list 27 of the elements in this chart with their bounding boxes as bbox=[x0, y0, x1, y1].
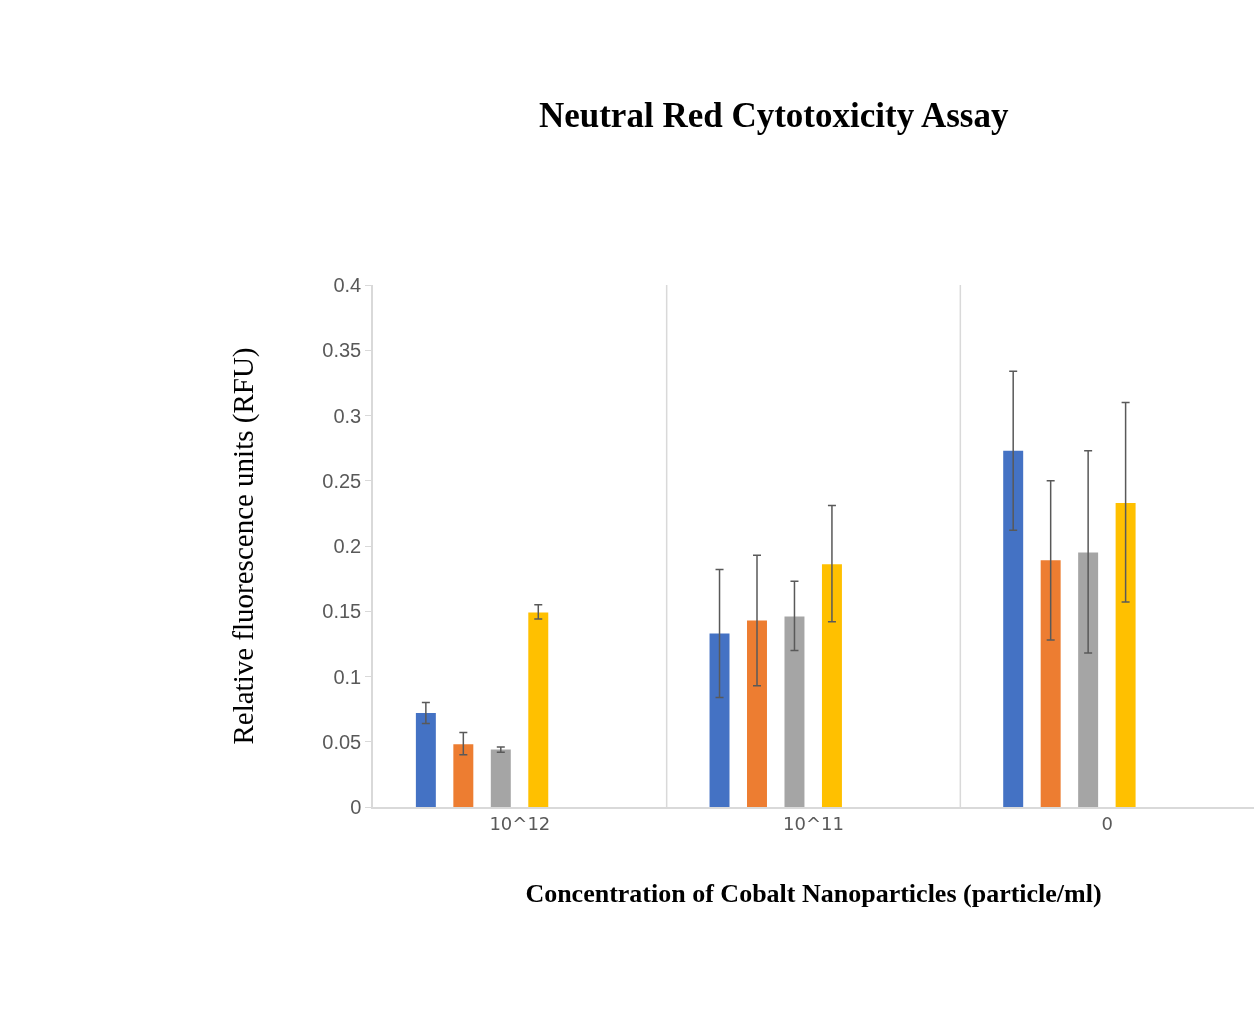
bar bbox=[784, 616, 805, 807]
bar bbox=[709, 633, 730, 807]
y-tick-label: 0 bbox=[350, 796, 362, 818]
y-tick-label: 0.35 bbox=[322, 339, 362, 362]
y-tick-label: 0.2 bbox=[333, 535, 362, 557]
x-tick-label: 10^12 bbox=[489, 813, 551, 835]
y-tick-label: 0.1 bbox=[333, 665, 362, 688]
bar bbox=[415, 713, 436, 807]
bar bbox=[490, 749, 511, 807]
y-tick-label: 0.4 bbox=[333, 274, 362, 296]
bar bbox=[453, 744, 474, 807]
x-tick-label: 0 bbox=[1101, 813, 1113, 835]
bar bbox=[1115, 502, 1136, 807]
bar bbox=[1078, 552, 1099, 807]
y-tick-label: 0.05 bbox=[322, 730, 362, 753]
chart-title: Neutral Red Cytotoxicity Assay bbox=[538, 96, 1009, 136]
x-tick-label: 10^11 bbox=[783, 813, 844, 835]
y-tick-label: 0.15 bbox=[322, 600, 362, 623]
bar bbox=[528, 612, 549, 807]
bar bbox=[821, 564, 842, 807]
y-tick-label: 0.25 bbox=[322, 469, 362, 492]
bar bbox=[1040, 560, 1061, 807]
y-tick-label: 0.3 bbox=[333, 404, 362, 427]
bar bbox=[1003, 450, 1024, 807]
y-axis-title: Relative fluorescence units (RFU) bbox=[227, 347, 261, 745]
bar bbox=[747, 620, 767, 807]
x-axis-title: Concentration of Cobalt Nanoparticles (particle/ml) bbox=[525, 878, 1102, 908]
